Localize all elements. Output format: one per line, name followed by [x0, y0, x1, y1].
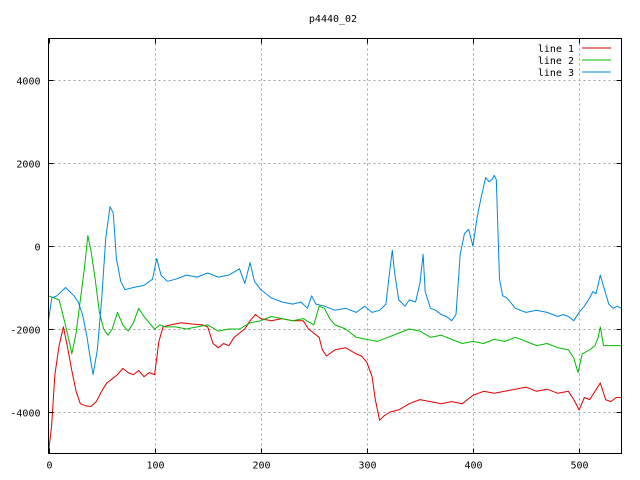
x-tick-label: 400: [464, 461, 482, 472]
series-line-2: [48, 235, 622, 374]
series-line-1: [48, 314, 622, 454]
chart-title: p4440_02: [309, 14, 357, 25]
legend-label-2: line 2: [538, 56, 574, 67]
x-tick-label: 100: [146, 461, 164, 472]
y-tick-label: -4000: [10, 409, 40, 420]
y-tick-label: -2000: [10, 326, 40, 337]
grid: [48, 38, 622, 454]
x-tick-label: 500: [570, 461, 588, 472]
axis-ticks: 0 100 200 300 400 500 -4000 -2000 0 2000 4000: [10, 38, 622, 472]
y-tick-label: 2000: [16, 160, 40, 171]
x-tick-label: 300: [358, 461, 376, 472]
legend-label-1: line 1: [538, 44, 574, 55]
x-tick-label: 0: [46, 461, 52, 472]
y-tick-label: 0: [34, 243, 40, 254]
series-line-3: [48, 174, 622, 376]
x-tick-label: 200: [252, 461, 270, 472]
y-tick-label: 4000: [16, 77, 40, 88]
series-lines: [48, 174, 622, 454]
legend-label-3: line 3: [538, 68, 574, 79]
